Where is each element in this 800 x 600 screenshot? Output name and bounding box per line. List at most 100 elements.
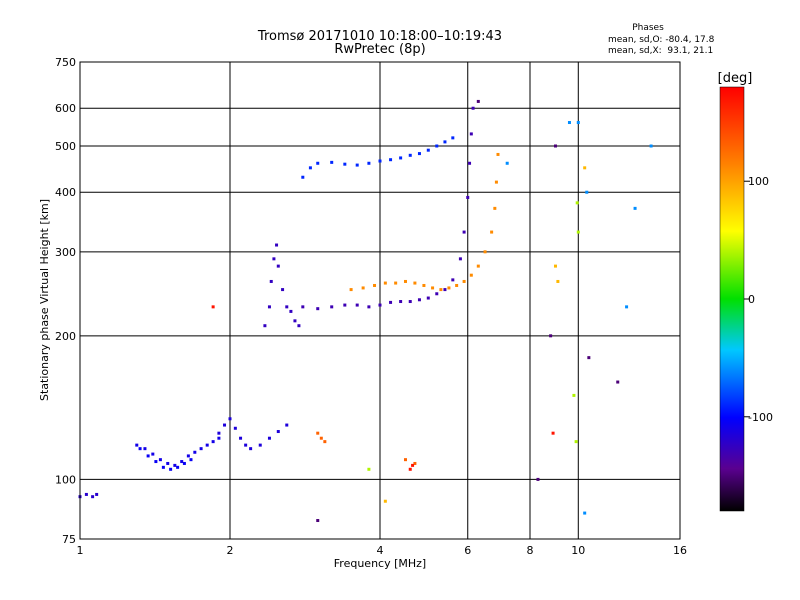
- x-tick-label: 4: [377, 544, 384, 557]
- phases-line-o: mean, sd,O: -80.4, 17.8: [608, 35, 715, 45]
- data-point: [399, 300, 403, 304]
- data-point: [301, 175, 305, 179]
- data-point: [435, 144, 439, 148]
- data-point: [443, 140, 447, 144]
- data-point: [455, 283, 459, 287]
- data-point: [161, 465, 165, 469]
- data-point: [553, 144, 557, 148]
- data-point: [413, 281, 417, 285]
- y-tick-label: 600: [55, 102, 76, 115]
- data-point: [476, 264, 480, 268]
- x-tick-label: 16: [673, 544, 687, 557]
- data-point: [553, 264, 557, 268]
- data-point: [217, 431, 221, 435]
- data-point: [389, 300, 393, 304]
- data-point: [367, 467, 371, 471]
- phases-heading: Phases: [632, 23, 664, 33]
- data-point: [258, 443, 262, 447]
- y-tick-label: 200: [55, 330, 76, 343]
- data-point: [451, 136, 455, 140]
- data-point: [625, 305, 629, 309]
- scatter-points: [78, 99, 653, 523]
- data-point: [158, 458, 162, 462]
- colorbar-tick-label: 0: [748, 293, 755, 306]
- data-point: [447, 286, 451, 290]
- data-point: [378, 159, 382, 163]
- data-point: [323, 440, 327, 444]
- data-point: [319, 436, 323, 440]
- data-point: [576, 230, 580, 234]
- data-point: [505, 161, 509, 165]
- data-point: [135, 443, 139, 447]
- data-point: [493, 206, 497, 210]
- data-point: [330, 305, 334, 309]
- data-point: [439, 288, 443, 292]
- chart-title: Tromsø 20171010 10:18:00–10:19:43: [257, 29, 502, 44]
- data-point: [233, 426, 237, 430]
- data-point: [494, 180, 498, 184]
- data-point: [469, 273, 473, 277]
- data-point: [583, 166, 587, 170]
- x-tick-label: 8: [527, 544, 534, 557]
- data-point: [301, 305, 305, 309]
- data-point: [289, 309, 293, 313]
- data-point: [567, 121, 571, 125]
- data-point: [435, 292, 439, 296]
- data-point: [272, 257, 276, 261]
- data-point: [276, 430, 280, 434]
- data-point: [275, 243, 279, 247]
- data-point: [267, 305, 271, 309]
- data-point: [244, 443, 248, 447]
- data-point: [211, 305, 215, 309]
- data-point: [316, 431, 320, 435]
- data-point: [587, 356, 591, 360]
- data-point: [154, 460, 158, 464]
- data-point: [169, 467, 173, 471]
- data-point: [143, 447, 147, 451]
- data-point: [394, 281, 398, 285]
- data-point: [413, 461, 417, 465]
- data-point: [199, 447, 203, 451]
- x-tick-label: 10: [571, 544, 585, 557]
- data-point: [411, 463, 415, 467]
- data-point: [205, 443, 209, 447]
- data-point: [367, 305, 371, 309]
- y-axis-label: Stationary phase Virtual Height [km]: [38, 199, 51, 401]
- data-point: [574, 440, 578, 444]
- data-point: [228, 417, 232, 421]
- data-point: [217, 436, 221, 440]
- data-point: [355, 163, 359, 167]
- data-point: [556, 279, 560, 283]
- data-point: [443, 288, 447, 292]
- x-tick-label: 6: [464, 544, 471, 557]
- data-point: [408, 300, 412, 304]
- data-point: [293, 319, 297, 323]
- chart-subtitle: RwPretec (8p): [334, 42, 425, 57]
- data-point: [361, 286, 365, 290]
- data-point: [146, 454, 150, 458]
- data-point: [151, 452, 155, 456]
- data-point: [431, 286, 435, 290]
- data-point: [585, 190, 589, 194]
- data-point: [389, 158, 393, 162]
- data-point: [471, 106, 475, 110]
- data-point: [575, 201, 579, 205]
- data-point: [285, 305, 289, 309]
- data-point: [576, 121, 580, 125]
- data-point: [469, 132, 473, 136]
- data-point: [316, 519, 320, 523]
- y-tick-label: 750: [55, 56, 76, 69]
- data-point: [458, 257, 462, 261]
- data-point: [297, 324, 301, 328]
- data-point: [572, 393, 576, 397]
- data-point: [383, 281, 387, 285]
- data-point: [408, 153, 412, 157]
- data-point: [316, 161, 320, 165]
- data-point: [186, 454, 190, 458]
- data-point: [316, 307, 320, 311]
- data-point: [549, 334, 553, 338]
- data-point: [138, 447, 142, 451]
- data-point: [267, 436, 271, 440]
- data-point: [193, 450, 197, 454]
